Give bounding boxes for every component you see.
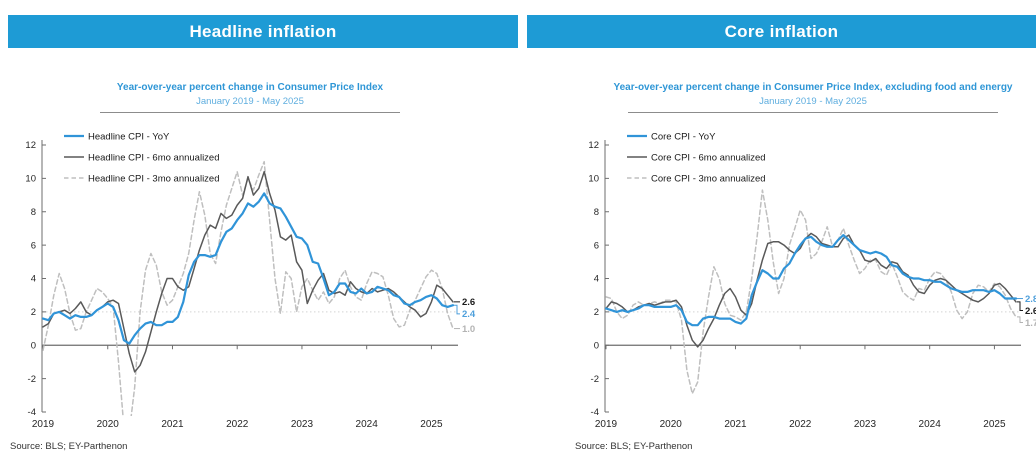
y-tick-label: 12 [588,140,599,151]
end-label-leader [1017,316,1023,324]
y-tick-label: 8 [594,207,599,218]
core-panel-title: Core inflation [724,22,839,41]
legend-label-2: Headline CPI - 3mo annualized [88,173,220,184]
y-tick-label: 4 [594,274,599,285]
legend-label-2: Core CPI - 3mo annualized [651,173,766,184]
end-label-value: 2.4 [462,309,476,320]
series-lines [42,160,455,416]
legend: Core CPI - YoY Core CPI - 6mo annualized C… [627,131,766,184]
core-chart-daterange: January 2019 - May 2025 [759,96,867,107]
x-tick-label: 2025 [983,419,1006,430]
y-axis: 12 10 8 6 4 2 0 -2 -4 [25,140,46,418]
x-tick-label: 2020 [97,419,120,430]
end-label-leader [454,304,460,315]
core-source: Source: BLS; EY-Parthenon [575,441,693,452]
x-tick-label: 2021 [724,419,747,430]
legend: Headline CPI - YoY Headline CPI - 6mo ann… [64,131,220,184]
y-tick-label: 10 [25,174,36,185]
x-tick-label: 2019 [32,419,55,430]
y-tick-label: 12 [25,140,36,151]
x-tick-label: 2024 [919,419,942,430]
x-tick-label: 2023 [291,419,314,430]
series-line-0 [605,233,1018,327]
y-tick-label: 0 [594,340,599,351]
core-chart-titleblock: Year-over-year percent change in Consume… [563,82,1036,113]
series-lines [605,189,1018,395]
x-axis: 2019 2020 2021 2022 2023 2024 2025 [32,344,458,430]
headline-panel-title: Headline inflation [189,22,337,41]
legend-label-0: Headline CPI - YoY [88,131,170,142]
y-tick-label: -4 [591,407,599,418]
series-line-0 [42,192,455,345]
core-panel-header: Core inflation [527,15,1036,48]
x-tick-label: 2022 [226,419,249,430]
y-tick-label: 6 [31,240,36,251]
end-label-value: 1.0 [462,324,475,335]
series-line-2 [42,160,454,416]
headline-source: Source: BLS; EY-Parthenon [10,441,128,452]
core-chart-subtitle: Year-over-year percent change in Consume… [613,82,1013,93]
y-tick-label: 2 [31,307,36,318]
legend-label-0: Core CPI - YoY [651,131,716,142]
end-label-leader [1017,301,1023,312]
end-labels: 2.62.4 1.0 [454,297,476,335]
series-line-1 [42,170,454,373]
legend-label-1: Headline CPI - 6mo annualized [88,152,220,163]
end-label-value: 1.7 [1025,318,1036,329]
x-tick-label: 2021 [161,419,184,430]
headline-title-rule [100,112,400,113]
legend-label-1: Core CPI - 6mo annualized [651,152,766,163]
end-label-value: 2.6 [462,297,475,308]
core-title-rule [628,112,998,113]
end-labels: 2.82.61.7 [1017,294,1036,329]
headline-chart-subtitle: Year-over-year percent change in Consume… [116,82,384,93]
headline-panel-header: Headline inflation [8,15,518,48]
x-tick-label: 2024 [356,419,379,430]
series-line-2 [605,189,1017,395]
headline-chart-titleblock: Year-over-year percent change in Consume… [0,82,500,113]
series-line-1 [605,232,1017,348]
y-tick-label: -4 [28,407,36,418]
x-tick-label: 2020 [660,419,683,430]
y-tick-label: 10 [588,174,599,185]
x-tick-label: 2019 [595,419,618,430]
y-tick-label: -2 [591,374,599,385]
y-tick-label: 0 [31,340,36,351]
y-axis: 12 10 8 6 4 2 0 -2 -4 [588,140,609,418]
end-label-value: 2.6 [1025,306,1036,317]
x-axis: 2019 2020 2021 2022 2023 2024 2025 [595,344,1021,430]
x-tick-label: 2022 [789,419,812,430]
headline-chart-daterange: January 2019 - May 2025 [196,96,304,107]
x-tick-label: 2023 [854,419,877,430]
x-tick-label: 2025 [420,419,443,430]
y-tick-label: 8 [31,207,36,218]
y-tick-label: -2 [28,374,36,385]
y-tick-label: 2 [594,307,599,318]
y-tick-label: 6 [594,240,599,251]
y-tick-label: 4 [31,274,36,285]
end-label-value: 2.8 [1025,294,1036,305]
